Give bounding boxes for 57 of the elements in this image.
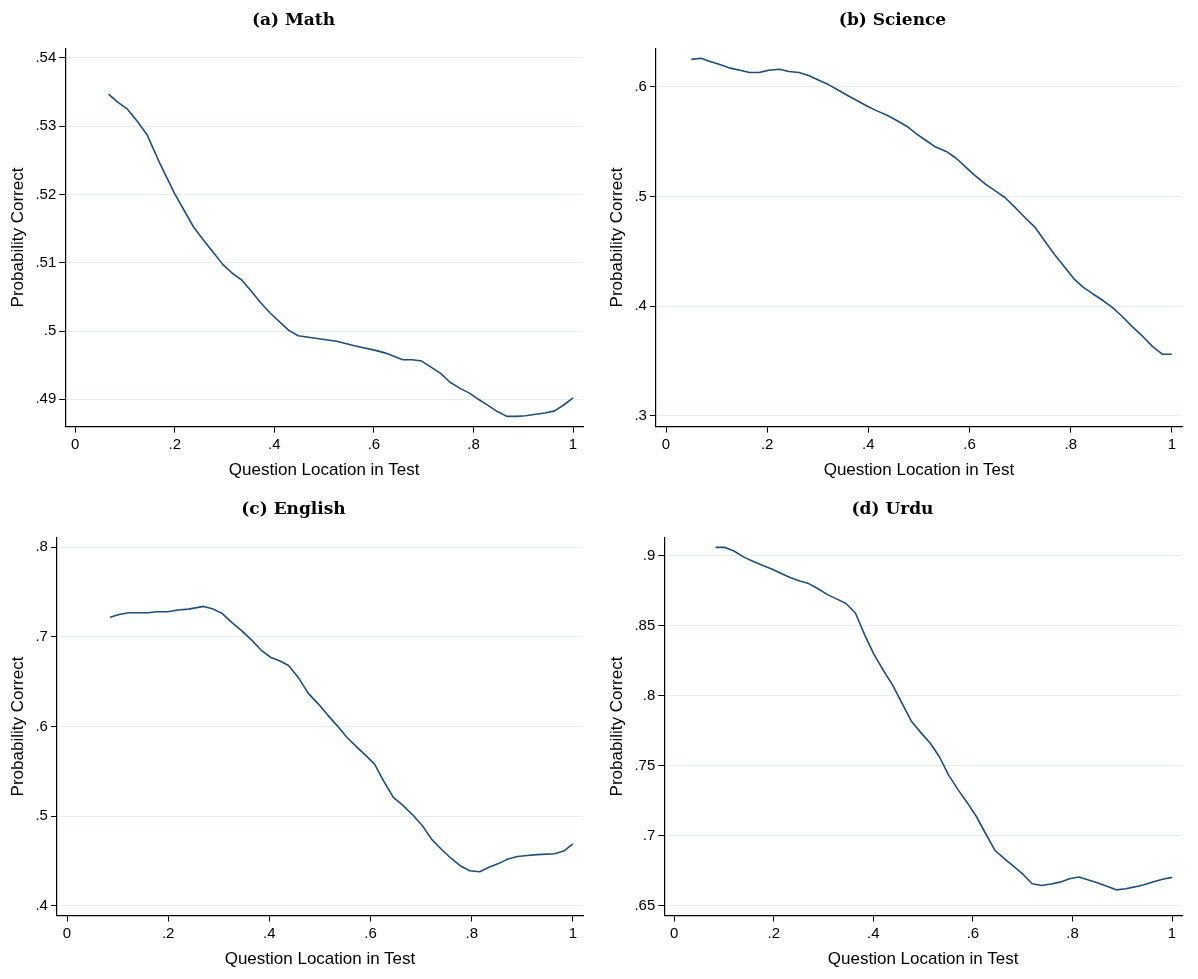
y-tick-label: .53: [35, 116, 57, 134]
x-tick-label: .4: [263, 923, 276, 941]
x-tick-label: .4: [268, 434, 281, 452]
x-tick-label: 0: [661, 434, 671, 452]
x-tick-label: 1: [568, 434, 578, 452]
x-tick-label: 0: [71, 434, 80, 452]
x-tick-label: .6: [966, 923, 980, 941]
y-axis-title: Probability Correct: [606, 656, 626, 797]
x-tick-label: 1: [1167, 434, 1177, 452]
y-axis-title: Probability Correct: [7, 656, 27, 797]
x-tick-label: .2: [161, 923, 175, 941]
x-axis-title: Question Location in Test: [827, 949, 1019, 969]
x-tick-label: .6: [364, 923, 377, 941]
chart-title: (b) Science: [838, 8, 947, 29]
y-tick-label: .8: [642, 685, 656, 703]
y-tick-label: .54: [35, 48, 57, 66]
y-tick-label: .5: [43, 321, 57, 339]
y-axis-title: Probability Correct: [606, 167, 626, 308]
x-tick-label: 1: [1167, 923, 1177, 941]
x-tick-label: .2: [760, 434, 774, 452]
y-tick-label: .4: [35, 895, 48, 913]
y-tick-label: .7: [642, 825, 656, 843]
chart-title: (a) Math: [251, 8, 336, 29]
x-tick-label: .4: [867, 923, 880, 941]
x-tick-label: .4: [862, 434, 875, 452]
x-tick-label: 0: [62, 923, 72, 941]
chart-title: (c) English: [241, 497, 346, 518]
y-tick-label: .51: [35, 252, 57, 270]
x-tick-label: .8: [1066, 923, 1079, 941]
x-axis-title: Question Location in Test: [228, 460, 420, 480]
y-tick-label: .6: [35, 716, 48, 734]
x-tick-label: .8: [1064, 434, 1077, 452]
y-tick-label: .4: [634, 296, 647, 314]
y-axis-title: Probability Correct: [7, 167, 27, 308]
x-tick-label: .8: [465, 923, 478, 941]
x-tick-label: 0: [670, 923, 679, 941]
y-tick-label: .75: [634, 755, 656, 773]
y-tick-label: .5: [634, 186, 647, 204]
x-tick-label: 1: [568, 923, 578, 941]
x-tick-label: .6: [963, 434, 976, 452]
x-tick-label: .8: [467, 434, 480, 452]
x-tick-label: .6: [367, 434, 381, 452]
y-tick-label: .7: [35, 627, 48, 645]
x-tick-label: .2: [767, 923, 781, 941]
y-tick-label: .65: [634, 895, 656, 913]
x-axis-title: Question Location in Test: [823, 460, 1015, 480]
y-tick-label: .5: [35, 806, 48, 824]
y-tick-label: .3: [634, 405, 647, 423]
x-tick-label: .2: [168, 434, 182, 452]
y-tick-label: .85: [634, 615, 656, 633]
x-axis-title: Question Location in Test: [224, 949, 416, 969]
y-tick-label: .49: [35, 389, 57, 407]
y-tick-label: .8: [35, 537, 48, 555]
y-tick-label: .9: [642, 545, 656, 563]
y-tick-label: .6: [634, 76, 647, 94]
y-tick-label: .52: [35, 184, 57, 202]
chart-title: (d) Urdu: [851, 497, 934, 518]
